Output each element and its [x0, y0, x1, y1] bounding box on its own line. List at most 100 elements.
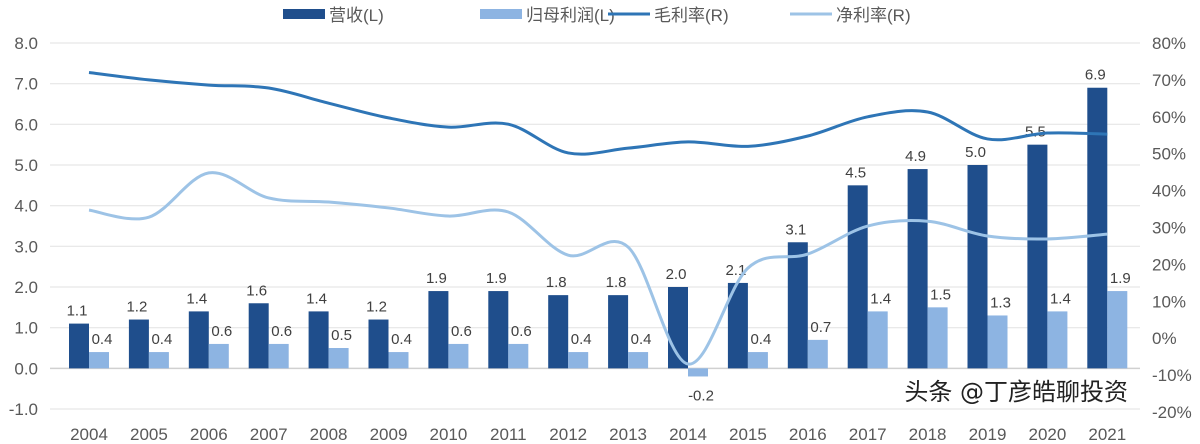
x-axis-tick: 2021 — [1088, 425, 1126, 444]
revenue-bar — [128, 319, 149, 369]
net-profit-bar — [628, 352, 649, 369]
profit-data-label: 0.4 — [750, 331, 771, 348]
profit-data-label: 0.6 — [211, 323, 232, 340]
revenue-data-label: 4.9 — [905, 148, 926, 165]
net-profit-bar — [867, 311, 888, 369]
profit-data-label: 1.9 — [1110, 270, 1131, 287]
left-axis-tick: 6.0 — [14, 115, 38, 134]
profit-data-label: 0.7 — [810, 319, 831, 336]
net-profit-bar — [508, 343, 529, 369]
revenue-bar — [847, 185, 868, 369]
right-axis-tick: 0% — [1152, 329, 1177, 348]
profit-data-label: 0.6 — [271, 323, 292, 340]
gross-margin-line — [88, 71, 1108, 156]
revenue-bar — [308, 311, 329, 369]
revenue-bar — [428, 291, 449, 369]
revenue-bar — [368, 319, 389, 369]
right-axis-tick: 60% — [1152, 108, 1186, 127]
legend-label: 净利率(R) — [836, 6, 911, 25]
left-axis-tick: 3.0 — [14, 237, 38, 256]
profit-data-label: -0.2 — [688, 387, 714, 404]
revenue-bar — [727, 282, 748, 369]
revenue-bar — [787, 242, 808, 369]
right-axis-tick: -20% — [1152, 403, 1192, 422]
x-axis-tick: 2007 — [250, 425, 288, 444]
revenue-data-label: 1.2 — [366, 299, 387, 316]
revenue-data-label: 1.9 — [486, 270, 507, 287]
net-profit-bar — [688, 368, 708, 377]
net-profit-bar — [268, 343, 289, 369]
revenue-bar — [248, 303, 269, 369]
revenue-bar — [967, 165, 988, 369]
revenue-data-label: 5.0 — [965, 144, 986, 161]
profit-data-label: 1.4 — [1050, 290, 1071, 307]
x-axis-tick: 2018 — [909, 425, 947, 444]
x-axis-tick: 2004 — [70, 425, 108, 444]
left-axis-tick: 1.0 — [14, 319, 38, 338]
revenue-data-label: 1.8 — [606, 274, 627, 291]
net-profit-bar — [448, 343, 469, 369]
x-axis-tick: 2012 — [549, 425, 587, 444]
x-axis-tick: 2016 — [789, 425, 827, 444]
left-axis-tick: 2.0 — [14, 278, 38, 297]
net-profit-bar — [568, 352, 589, 369]
profit-data-label: 1.5 — [930, 286, 951, 303]
profit-data-label: 0.4 — [92, 331, 113, 348]
x-axis-tick: 2013 — [609, 425, 647, 444]
x-axis-tick: 2009 — [370, 425, 408, 444]
net-profit-bar — [388, 352, 409, 369]
revenue-bar — [548, 295, 569, 369]
right-axis-tick: 70% — [1152, 71, 1186, 90]
revenue-data-label: 1.6 — [246, 282, 267, 299]
profit-data-label: 0.4 — [571, 331, 592, 348]
profit-data-label: 0.4 — [391, 331, 412, 348]
legend-swatch — [480, 9, 522, 19]
x-axis-tick: 2014 — [669, 425, 707, 444]
left-axis-tick: 7.0 — [14, 75, 38, 94]
legend-label: 毛利率(R) — [654, 6, 729, 25]
right-axis-tick: 80% — [1152, 34, 1186, 53]
net-profit-bar — [927, 307, 948, 369]
right-axis-tick: 30% — [1152, 219, 1186, 238]
revenue-data-label: 1.4 — [186, 290, 207, 307]
left-axis-tick: 8.0 — [14, 34, 38, 53]
x-axis-tick: 2008 — [310, 425, 348, 444]
revenue-data-label: 1.9 — [426, 270, 447, 287]
net-profit-bar — [987, 315, 1008, 369]
revenue-data-label: 2.0 — [666, 266, 687, 283]
revenue-bar — [608, 295, 629, 369]
revenue-data-label: 4.5 — [845, 164, 866, 181]
net-profit-bar — [89, 352, 109, 369]
profit-data-label: 0.6 — [511, 323, 532, 340]
profit-data-label: 0.4 — [631, 331, 652, 348]
left-axis-tick: 5.0 — [14, 156, 38, 175]
legend-swatch — [283, 9, 325, 19]
net-profit-bar — [208, 343, 229, 369]
x-axis-tick: 2006 — [190, 425, 228, 444]
profit-data-label: 1.4 — [870, 290, 891, 307]
x-axis-tick: 2005 — [130, 425, 168, 444]
net-profit-bar — [807, 339, 828, 369]
revenue-bar — [188, 311, 209, 369]
x-axis-tick: 2020 — [1028, 425, 1066, 444]
profit-data-label: 1.3 — [990, 294, 1011, 311]
right-axis-tick: 10% — [1152, 292, 1186, 311]
x-axis-tick: 2019 — [969, 425, 1007, 444]
watermark: 头条 @丁彦皓聊投资 — [904, 378, 1128, 406]
right-axis-tick: 20% — [1152, 255, 1186, 274]
left-axis-tick: 0.0 — [14, 359, 38, 378]
revenue-bar — [69, 323, 89, 369]
net-margin-line — [88, 171, 1108, 366]
net-profit-bar — [148, 352, 169, 369]
legend-label: 营收(L) — [329, 6, 384, 25]
net-profit-bar — [1047, 311, 1068, 369]
revenue-data-label: 2.1 — [725, 262, 746, 279]
profit-data-label: 0.4 — [151, 331, 172, 348]
revenue-data-label: 1.8 — [546, 274, 567, 291]
net-profit-bar — [747, 352, 768, 369]
profit-data-label: 0.5 — [331, 327, 352, 344]
profit-data-label: 0.6 — [451, 323, 472, 340]
legend-label: 归母利润(L) — [526, 6, 615, 25]
x-axis-tick: 2017 — [849, 425, 887, 444]
